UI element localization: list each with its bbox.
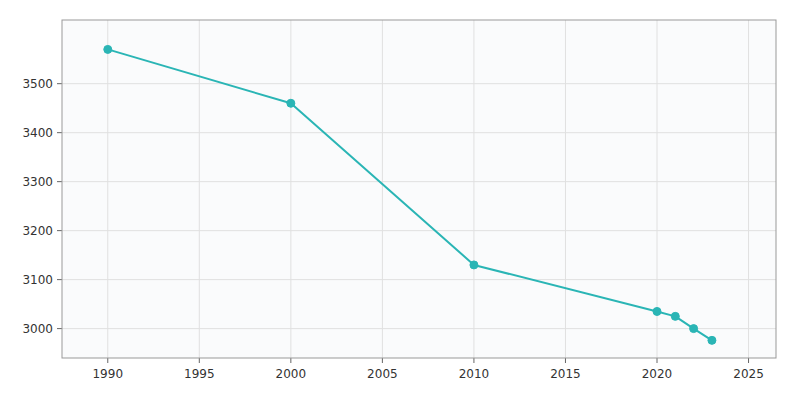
y-grid-line [62,132,776,133]
y-tick [57,328,62,329]
y-tick-label: 3500 [22,77,53,91]
x-tick-label: 2005 [367,367,398,381]
x-tick [748,358,749,363]
data-line [108,49,712,340]
x-grid-line [748,20,749,358]
x-tick-label: 1990 [92,367,123,381]
y-tick [57,279,62,280]
grid [62,20,776,358]
page: {"chart_data": {"type": "line", "x": [19… [0,0,800,400]
x-grid-line [382,20,383,358]
y-grid-line [62,279,776,280]
x-grid-line [290,20,291,358]
x-tick-label: 2010 [459,367,490,381]
x-tick [565,358,566,363]
data-point [690,325,698,333]
y-tick [57,132,62,133]
y-grid-line [62,230,776,231]
x-tick [107,358,108,363]
data-point [671,312,679,320]
y-tick [57,181,62,182]
x-tick [473,358,474,363]
x-grid-line [107,20,108,358]
y-grid-line [62,328,776,329]
x-tick-label: 2020 [642,367,673,381]
data-area [104,45,716,344]
data-point [104,45,112,53]
x-grid-line [473,20,474,358]
axes: 1990 1995 2000 2005 2010 2015 2020 2025 3000 3100… [22,20,776,381]
chart-container: 1990 1995 2000 2005 2010 2015 2020 2025 3000 3100… [0,0,800,400]
y-tick-label: 3000 [22,322,53,336]
x-tick-label: 2000 [276,367,307,381]
x-grid-line [565,20,566,358]
x-tick [290,358,291,363]
plot-frame [62,20,776,358]
chart-svg: 1990 1995 2000 2005 2010 2015 2020 2025 3000 3100… [0,0,800,400]
x-tick [199,358,200,363]
y-tick-label: 3400 [22,126,53,140]
plot-background [62,20,776,358]
data-point [708,336,716,344]
x-grid-line [199,20,200,358]
y-tick [57,230,62,231]
data-point [287,99,295,107]
x-tick [382,358,383,363]
y-tick-label: 3200 [22,224,53,238]
y-tick-label: 3100 [22,273,53,287]
x-tick-label: 1995 [184,367,215,381]
y-tick [57,83,62,84]
data-point [470,261,478,269]
y-grid-line [62,181,776,182]
y-grid-line [62,83,776,84]
data-point [653,307,661,315]
y-tick-label: 3300 [22,175,53,189]
x-tick-label: 2025 [733,367,764,381]
x-tick [657,358,658,363]
x-tick-label: 2015 [550,367,581,381]
